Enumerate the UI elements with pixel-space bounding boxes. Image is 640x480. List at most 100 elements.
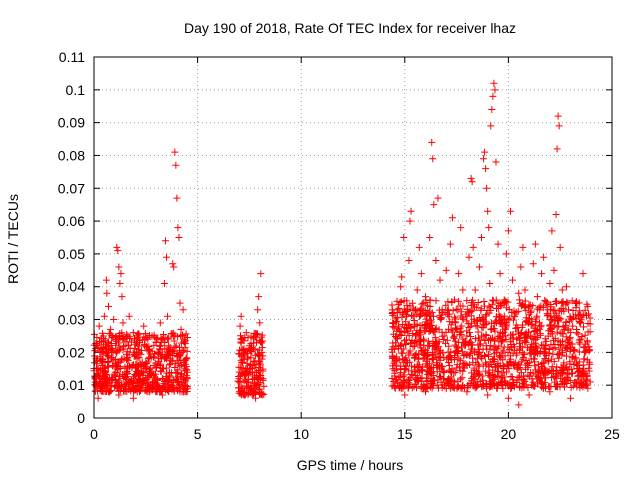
data-point	[586, 328, 594, 336]
data-point	[585, 364, 593, 372]
data-point	[474, 360, 482, 368]
data-point	[473, 322, 481, 330]
data-point	[463, 388, 471, 396]
data-point	[505, 306, 513, 314]
data-point	[455, 355, 463, 363]
data-point	[499, 332, 507, 340]
data-point	[105, 302, 113, 310]
data-point	[442, 301, 450, 309]
data-point	[154, 348, 162, 356]
data-point	[256, 390, 264, 398]
data-point	[170, 337, 178, 345]
data-point	[435, 326, 443, 334]
data-point	[426, 307, 434, 315]
data-point	[551, 306, 559, 314]
data-point	[396, 298, 404, 306]
data-point	[510, 307, 518, 315]
data-point	[257, 367, 265, 375]
data-point	[403, 297, 411, 305]
data-point	[457, 224, 465, 232]
data-point	[149, 352, 157, 360]
data-point	[165, 387, 173, 395]
data-point	[250, 358, 258, 366]
data-point	[253, 381, 261, 389]
data-point	[565, 338, 573, 346]
data-point	[247, 354, 255, 362]
data-point	[562, 364, 570, 372]
data-point	[410, 317, 418, 325]
data-point	[577, 318, 585, 326]
data-point	[541, 355, 549, 363]
x-tick-label: 10	[293, 426, 309, 442]
data-point	[467, 301, 475, 309]
data-point	[236, 378, 244, 386]
data-point	[146, 364, 154, 372]
data-point	[177, 361, 185, 369]
data-point	[236, 332, 244, 340]
data-point	[172, 161, 180, 169]
data-point	[508, 331, 516, 339]
data-point	[256, 319, 264, 327]
data-point	[558, 286, 566, 294]
data-point	[413, 286, 421, 294]
data-point	[515, 296, 523, 304]
data-point	[514, 361, 522, 369]
data-point	[172, 342, 180, 350]
data-point	[563, 379, 571, 387]
data-point	[469, 379, 477, 387]
data-point	[426, 316, 434, 324]
data-point	[449, 307, 457, 315]
data-point	[542, 342, 550, 350]
data-point	[397, 342, 405, 350]
data-point	[530, 327, 538, 335]
data-point	[457, 375, 465, 383]
data-point	[255, 336, 263, 344]
data-point	[459, 367, 467, 375]
data-point	[532, 335, 540, 343]
data-point	[556, 243, 564, 251]
data-point	[160, 279, 168, 287]
data-point	[522, 356, 530, 364]
data-point	[432, 256, 440, 264]
data-point	[469, 243, 477, 251]
data-point	[567, 345, 575, 353]
data-point	[577, 335, 585, 343]
data-point	[165, 361, 173, 369]
data-point	[532, 339, 540, 347]
data-point	[152, 338, 160, 346]
data-point	[440, 367, 448, 375]
data-point	[533, 375, 541, 383]
data-point	[514, 330, 522, 338]
data-point	[251, 330, 259, 338]
y-tick-label: 0.08	[58, 147, 85, 163]
data-point	[388, 382, 396, 390]
data-point	[110, 316, 118, 324]
data-point	[491, 337, 499, 345]
data-point	[577, 311, 585, 319]
data-point	[464, 351, 472, 359]
data-point	[515, 401, 523, 409]
data-point	[119, 335, 127, 343]
data-point	[157, 385, 165, 393]
data-point	[139, 371, 147, 379]
data-point	[165, 348, 173, 356]
data-point	[235, 375, 243, 383]
data-point	[183, 354, 191, 362]
data-point	[445, 362, 453, 370]
data-point	[167, 355, 175, 363]
data-point	[526, 301, 534, 309]
data-point	[476, 336, 484, 344]
y-tick-label: 0.07	[58, 180, 85, 196]
data-point	[95, 322, 103, 330]
data-point	[525, 391, 533, 399]
data-point	[405, 332, 413, 340]
data-point	[442, 384, 450, 392]
data-point	[434, 384, 442, 392]
data-point	[514, 374, 522, 382]
data-point	[448, 356, 456, 364]
data-point	[252, 394, 260, 402]
data-point	[260, 382, 268, 390]
data-point	[580, 355, 588, 363]
data-point	[400, 234, 408, 241]
y-tick-label: 0.04	[58, 279, 85, 295]
